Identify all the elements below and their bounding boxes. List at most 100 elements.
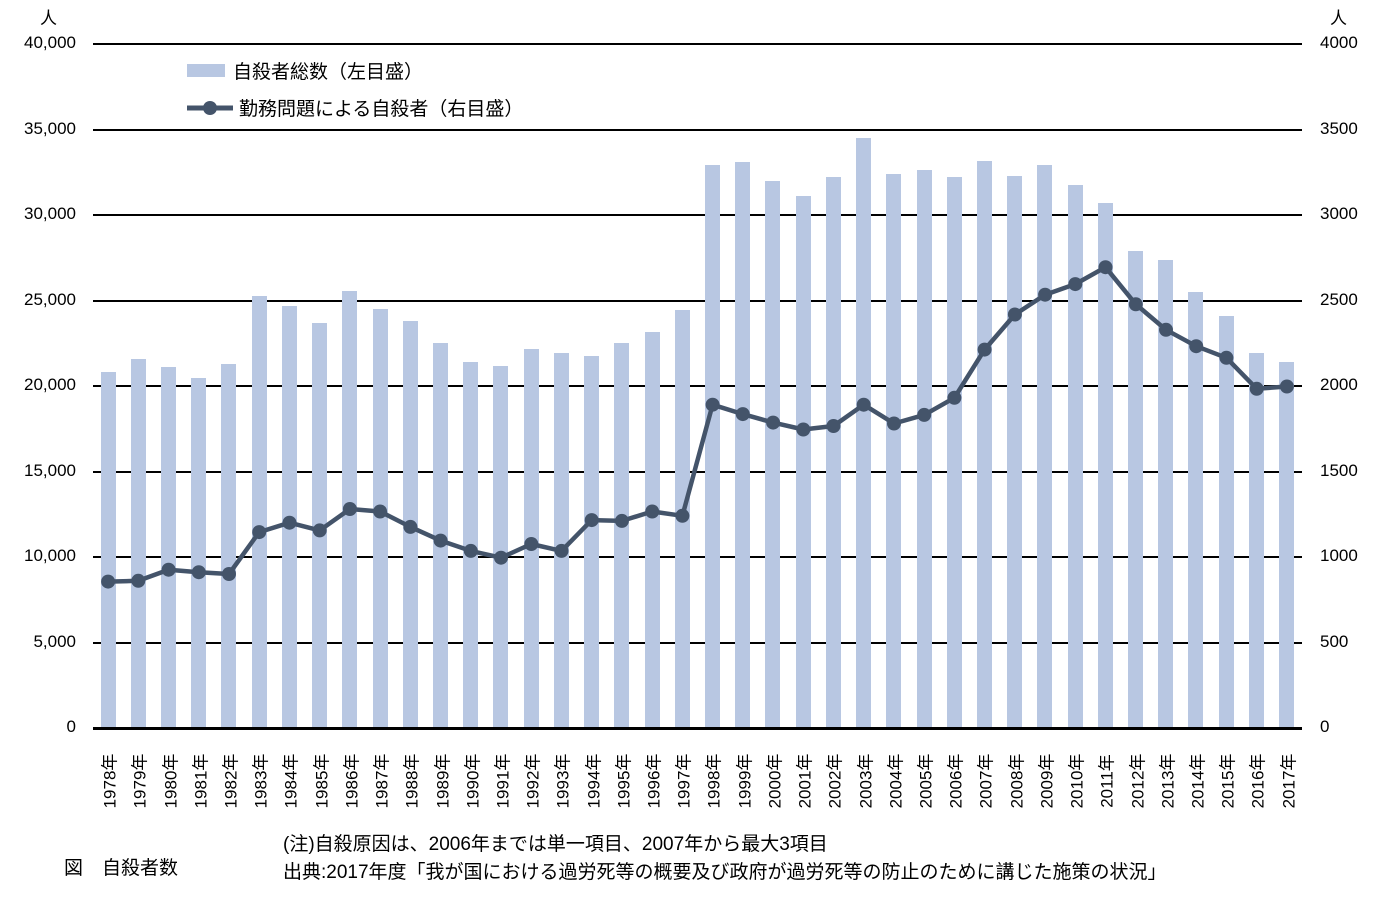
x-label-slot: 2004年 (879, 736, 909, 836)
bar-slot (1151, 43, 1181, 727)
line-dot-2007年 (977, 342, 992, 357)
x-tick-label: 1991年 (493, 753, 513, 809)
bar-2009年 (1037, 165, 1053, 727)
x-label-slot: 2006年 (939, 736, 969, 836)
x-label-slot: 2000年 (758, 736, 788, 836)
x-tick-label: 2004年 (886, 753, 906, 809)
line-dot-2010年 (1068, 277, 1083, 292)
line-dot-1981年 (191, 565, 206, 580)
line-dot-2012年 (1128, 297, 1143, 312)
line-dot-1985年 (312, 523, 327, 538)
x-tick-label: 2016年 (1248, 753, 1268, 809)
bar-slot (939, 43, 969, 727)
bar-slot (184, 43, 214, 727)
line-dot-2013年 (1159, 322, 1173, 337)
bar-slot (546, 43, 576, 727)
bar-slot (697, 43, 727, 727)
x-tick-label: 1990年 (463, 753, 483, 809)
gridline (93, 470, 1302, 473)
bar-slot (1060, 43, 1090, 727)
x-label-slot: 1982年 (214, 736, 244, 836)
line-dot-1997年 (675, 508, 690, 523)
bar-series (93, 43, 1302, 727)
bar-slot (1090, 43, 1120, 727)
left-tick-label: 0 (66, 717, 76, 736)
bar-2007年 (976, 161, 992, 727)
bar-1991年 (493, 366, 509, 727)
x-tick-label: 2010年 (1067, 753, 1087, 809)
line-dot-2008年 (1007, 307, 1022, 322)
x-label-slot: 2012年 (1120, 736, 1150, 836)
x-label-slot: 2008年 (1000, 736, 1030, 836)
x-tick-label: 2011年 (1097, 754, 1117, 808)
left-tick-label: 15,000 (24, 460, 76, 480)
right-tick-label: 0 (1320, 717, 1330, 736)
line-dot-1991年 (494, 550, 508, 565)
x-label-slot: 2014年 (1181, 736, 1211, 836)
bar-2001年 (795, 196, 811, 727)
x-tick-label: 1993年 (553, 753, 573, 809)
x-label-slot: 1983年 (244, 736, 274, 836)
left-tick-label: 30,000 (24, 204, 76, 223)
right-tick-label: 2000 (1320, 375, 1358, 394)
x-label-slot: 1995年 (607, 736, 637, 836)
line-dot-1980年 (161, 562, 176, 577)
x-tick-label: 1979年 (130, 753, 150, 809)
legend-label: 勤務問題による自殺者（右目盛） (239, 99, 524, 120)
gridline (93, 43, 1302, 45)
x-tick-label: 1983年 (251, 753, 271, 809)
bar-2010年 (1067, 185, 1083, 727)
x-label-slot: 1986年 (335, 736, 365, 836)
bar-2015年 (1218, 316, 1234, 727)
bar-slot (879, 43, 909, 727)
footnotes: (注)自殺原因は、2006年までは単一項目、2007年から最大3項目 出典:20… (283, 831, 1167, 887)
line-dot-2003年 (856, 397, 871, 412)
bar-2014年 (1188, 292, 1204, 727)
x-tick-label: 2012年 (1128, 753, 1148, 809)
line-dot-1984年 (282, 515, 297, 530)
line-dot-1989年 (433, 533, 448, 548)
bar-slot (728, 43, 758, 727)
line-dot-1978年 (101, 574, 116, 589)
line-dot-1987年 (373, 504, 388, 519)
line-path (108, 264, 1288, 584)
right-tick-label: 3000 (1320, 204, 1358, 223)
legend-item-total: 自殺者総数（左目盛） (187, 52, 523, 89)
bar-1999年 (735, 161, 751, 727)
line-dot-1999年 (735, 407, 750, 422)
left-tick-label: 20,000 (24, 375, 76, 394)
line-dot-1998年 (705, 397, 720, 412)
x-tick-label: 1988年 (402, 753, 422, 809)
x-tick-label: 2013年 (1158, 753, 1178, 809)
x-label-slot: 2009年 (1030, 736, 1060, 836)
line-dot-1986年 (342, 502, 357, 516)
right-axis-unit: 人 (1330, 9, 1347, 28)
line-dot-2009年 (1038, 287, 1053, 302)
x-label-slot: 1998年 (697, 736, 727, 836)
bar-slot (758, 43, 788, 727)
x-tick-label: 1995年 (614, 753, 634, 809)
plot-area (93, 43, 1302, 730)
x-tick-label: 2017年 (1279, 753, 1299, 809)
left-tick-label: 10,000 (24, 546, 76, 565)
bar-slot (244, 43, 274, 727)
left-tick-label: 25,000 (24, 289, 76, 309)
bar-2003年 (856, 138, 872, 727)
bar-slot (486, 43, 516, 727)
bar-slot (123, 43, 153, 727)
x-label-slot: 1979年 (123, 736, 153, 836)
line-dot-2015年 (1219, 350, 1234, 365)
x-tick-label: 2005年 (916, 753, 936, 809)
x-label-slot: 2016年 (1241, 736, 1271, 836)
gridline (93, 556, 1302, 558)
x-tick-label: 2015年 (1218, 753, 1238, 809)
x-tick-label: 1996年 (644, 753, 664, 809)
gridline (93, 128, 1302, 131)
bar-slot (637, 43, 667, 727)
bar-1998年 (704, 165, 720, 727)
x-label-slot: 2015年 (1211, 736, 1241, 836)
x-label-slot: 2005年 (909, 736, 939, 836)
bar-2013年 (1158, 260, 1174, 727)
line-dot-2011年 (1098, 260, 1113, 275)
bar-slot (788, 43, 818, 727)
